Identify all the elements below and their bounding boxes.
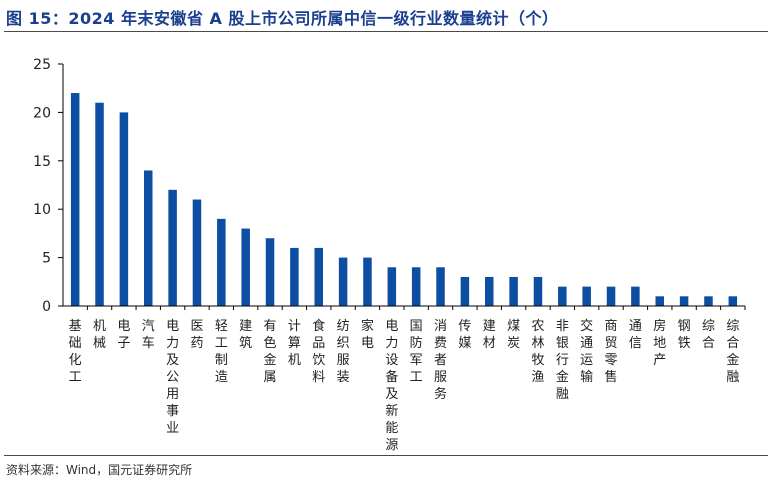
bar: [679, 296, 689, 306]
bar: [192, 199, 202, 306]
bar: [606, 286, 616, 306]
x-tick-label: 商贸零售: [605, 319, 618, 385]
bars: [70, 93, 738, 307]
bar: [387, 267, 397, 306]
bar: [144, 170, 153, 306]
bar: [119, 112, 129, 307]
bar: [436, 267, 445, 306]
x-tick-label: 综合金融: [726, 319, 739, 385]
x-tick-label: 医药: [190, 319, 203, 351]
x-tick-label: 综合: [702, 319, 715, 351]
x-tick-label: 房地产: [653, 318, 666, 368]
bar: [338, 257, 348, 306]
x-tick-label: 建筑: [239, 319, 252, 351]
x-tick-label: 煤炭: [507, 319, 520, 351]
bar: [290, 247, 299, 306]
bar: [509, 276, 518, 306]
x-tick-label: 农林牧渔: [531, 319, 544, 385]
x-axis: 基础化工机械电子汽车电力及公用事业医药轻工制造建筑有色金属计算机食品饮料纺织服装…: [63, 305, 746, 453]
x-tick-label: 传媒: [458, 319, 471, 351]
x-tick-label: 轻工制造: [215, 319, 228, 385]
x-tick-label: 国防军工: [410, 319, 423, 385]
y-tick-label: 20: [33, 105, 51, 121]
chart-title: 图 15：2024 年末安徽省 A 股上市公司所属中信一级行业数量统计（个）: [6, 9, 559, 28]
x-tick-label: 家电: [361, 318, 374, 351]
x-tick-label: 机械: [93, 319, 106, 351]
x-tick-label: 汽车: [142, 319, 155, 351]
bar: [363, 257, 372, 306]
x-tick-label: 电力及公用事业: [166, 319, 179, 436]
bar: [704, 296, 713, 306]
bar: [265, 238, 275, 306]
bar: [168, 189, 177, 306]
bar: [582, 286, 591, 306]
x-tick-label: 电子: [117, 319, 130, 351]
y-tick-label: 0: [42, 299, 51, 315]
bar: [217, 218, 226, 306]
bar: [533, 276, 543, 306]
source-note: 资料来源：Wind，国元证券研究所: [6, 463, 193, 477]
bar: [95, 102, 104, 306]
bar: [655, 296, 664, 306]
x-tick-label: 钢铁: [678, 319, 691, 351]
x-tick-label: 建材: [483, 319, 496, 351]
x-tick-label: 纺织服装: [337, 319, 350, 385]
x-tick-label: 非银行金融: [556, 319, 569, 402]
bar: [70, 93, 80, 306]
x-tick-label: 基础化工: [69, 319, 82, 385]
bar: [314, 247, 323, 306]
y-tick-label: 10: [33, 202, 51, 218]
bar: [631, 286, 640, 306]
x-tick-label: 交通运输: [580, 318, 593, 385]
x-tick-label: 消费者服务: [434, 319, 447, 402]
y-tick-label: 15: [33, 154, 51, 170]
source-rule: [4, 455, 768, 456]
x-tick-label: 有色金属: [264, 319, 277, 385]
x-tick-label: 计算机: [288, 319, 301, 368]
x-tick-label: 通信: [629, 319, 642, 351]
x-tick-label: 电力设备及新能源: [385, 319, 398, 453]
y-tick-label: 5: [42, 251, 51, 267]
bar: [460, 276, 470, 306]
bar: [728, 296, 738, 306]
y-tick-label: 25: [33, 57, 51, 73]
bar: [485, 276, 494, 306]
title-rule: [4, 31, 768, 32]
y-axis: 0 5 10 15 20 25: [33, 57, 64, 315]
x-tick-label: 食品饮料: [312, 318, 325, 385]
bar: [411, 267, 421, 306]
bar: [558, 286, 567, 306]
bar: [241, 228, 250, 306]
